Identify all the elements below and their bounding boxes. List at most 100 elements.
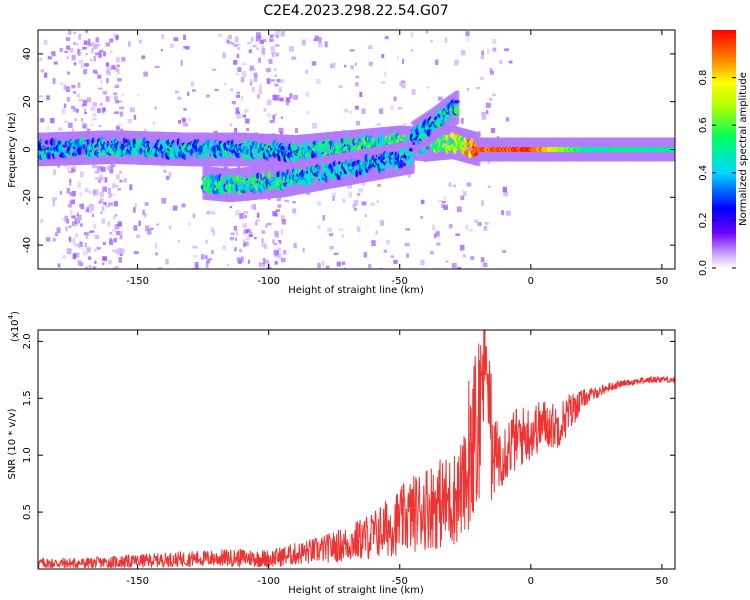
spectrogram-speckle xyxy=(154,243,158,249)
spectrogram-speckle xyxy=(59,82,64,85)
spectrogram-speckle xyxy=(355,62,358,66)
spectrogram-speckle xyxy=(364,214,367,217)
spectrogram-speckle xyxy=(89,231,92,234)
spectrogram-speckle xyxy=(83,69,88,75)
spectrogram-speckle xyxy=(261,238,264,243)
spectrogram-speckle xyxy=(281,219,287,225)
spectrogram-speckle xyxy=(243,241,247,248)
spectrogram-speckle xyxy=(79,204,84,208)
spectrogram-speckle xyxy=(242,239,246,244)
spectrogram-speckle xyxy=(88,204,94,207)
spectrogram-speckle xyxy=(305,91,310,97)
spectrogram-speckle xyxy=(276,34,279,39)
spectrogram-speckle xyxy=(270,51,275,55)
spectrogram-speckle xyxy=(470,256,475,260)
spectrogram-speckle xyxy=(486,48,490,55)
spectrogram-x-ticks: -150 -100 -50 0 50 xyxy=(126,30,668,287)
spectrogram-speckle xyxy=(249,229,252,236)
spectrogram-speckle xyxy=(480,55,484,60)
spectrogram-speckle xyxy=(80,64,84,68)
spectrogram-speckle xyxy=(101,218,105,224)
spectrogram-speckle xyxy=(69,180,72,186)
spectrogram-speckle xyxy=(205,255,208,260)
spectrogram-speckle xyxy=(99,49,104,52)
spectrogram-speckle xyxy=(94,189,99,194)
colorbar-tick-label: 0.4 xyxy=(698,165,709,181)
spectrogram-speckle xyxy=(438,200,443,203)
spectrogram-speckle xyxy=(460,50,466,56)
spectrogram-speckle xyxy=(275,44,280,47)
spectrogram-speckle xyxy=(68,203,72,208)
spectrogram-speckle xyxy=(492,47,497,52)
spectrogram-speckle xyxy=(241,71,247,77)
spectrogram-speckle xyxy=(71,215,76,219)
spectrogram-speckle xyxy=(165,175,170,180)
spectrogram-speckle xyxy=(316,201,322,206)
spectrogram-speckle xyxy=(233,225,238,231)
spectrogram-speckle xyxy=(270,79,276,82)
spectrogram-speckle xyxy=(397,55,400,60)
spectrogram-speckle xyxy=(274,95,280,101)
spectrogram-speckle xyxy=(146,229,152,235)
spectrogram-speckle xyxy=(110,50,113,53)
spectrogram-speckle xyxy=(205,94,211,98)
spectrogram-speckle xyxy=(100,211,103,214)
spectrogram-speckle xyxy=(206,210,211,215)
spectrogram-speckle xyxy=(100,80,103,85)
spectrogram-speckle xyxy=(462,191,467,196)
colorbar-tick-label: 0.2 xyxy=(698,212,709,228)
spectrogram-speckle xyxy=(379,267,383,269)
spectrogram-speckle xyxy=(273,34,279,38)
spectrogram-speckle xyxy=(69,47,74,53)
spectrogram-speckle xyxy=(92,118,97,121)
spectrogram-speckle xyxy=(226,39,230,44)
spectrogram-speckle xyxy=(437,96,443,101)
spectrogram-speckle xyxy=(78,33,81,40)
spectrogram-speckle xyxy=(436,242,441,246)
spectrogram-speckle xyxy=(115,99,120,104)
spectrogram-speckle xyxy=(51,51,56,57)
spectrogram-speckle xyxy=(490,127,496,134)
spectrogram-speckle xyxy=(384,35,389,40)
y-tick-label: 0 xyxy=(22,146,33,152)
spectrogram-speckle xyxy=(460,195,465,201)
spectrogram-speckle xyxy=(106,267,109,269)
spectrogram-speckle xyxy=(104,177,108,183)
spectrogram-speckle xyxy=(90,107,96,111)
spectrogram-speckle xyxy=(165,258,169,265)
spectrogram-speckle xyxy=(105,96,110,102)
spectrogram-speckle xyxy=(76,212,79,217)
spectrogram-speckle xyxy=(84,188,89,193)
spectrogram-speckle xyxy=(244,109,249,113)
spectrogram-speckle xyxy=(462,254,466,258)
spectrogram-speckle xyxy=(89,230,95,233)
spectrogram-speckle xyxy=(231,101,236,105)
spectrogram-speckle xyxy=(94,234,100,239)
spectrogram-speckle xyxy=(322,260,325,267)
spectrogram-speckle xyxy=(258,35,262,41)
spectrogram-speckle xyxy=(70,209,73,215)
spectrogram-speckle xyxy=(492,93,497,97)
x-tick-label: -150 xyxy=(126,276,149,287)
spectrogram-speckle xyxy=(468,228,473,232)
spectrogram-speckle xyxy=(251,87,255,92)
spectrogram-speckle xyxy=(59,47,64,53)
spectrogram-speckle xyxy=(466,36,470,42)
spectrogram-speckle xyxy=(420,199,425,205)
spectrogram-speckle xyxy=(109,168,114,174)
spectrogram-speckle xyxy=(266,78,271,84)
spectrogram-speckle xyxy=(187,91,190,96)
spectrogram-speckle xyxy=(95,44,99,49)
spectrogram-speckle xyxy=(249,234,254,237)
spectrogram-speckle xyxy=(474,219,478,223)
spectrogram-speckle xyxy=(84,108,87,115)
spectrogram-speckle xyxy=(393,96,397,102)
spectrogram-speckle xyxy=(67,71,70,75)
spectrogram-speckle xyxy=(251,36,254,42)
spectrogram-speckle xyxy=(341,234,345,238)
spectrogram-speckle xyxy=(327,227,332,232)
spectrogram-speckle xyxy=(380,81,386,84)
spectrogram-speckle xyxy=(102,242,106,245)
spectrogram-speckle xyxy=(274,261,278,265)
spectrogram-speckle xyxy=(245,237,250,241)
